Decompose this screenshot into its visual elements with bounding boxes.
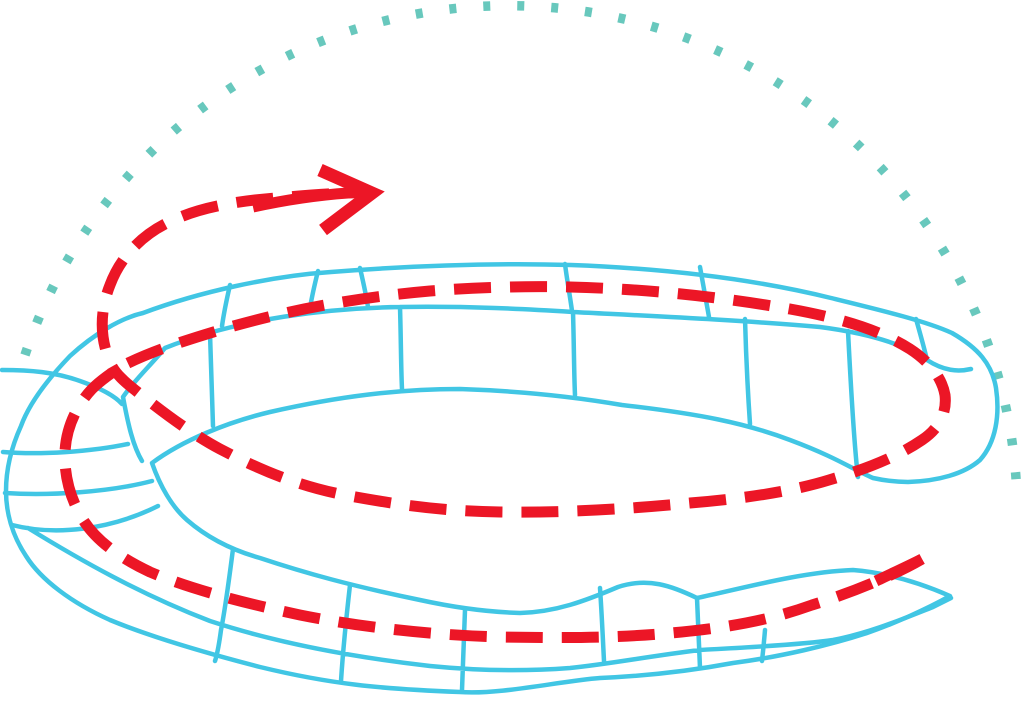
spiral-direction-arrow xyxy=(59,164,951,644)
spiral-dashed-path xyxy=(59,186,951,644)
spiral-solid-start-segment xyxy=(873,554,925,586)
block-wall-silhouette xyxy=(3,262,1000,695)
snow-block-wall xyxy=(0,261,1000,695)
arrowhead-icon xyxy=(317,164,385,236)
spiral-solid-end-segment xyxy=(251,186,369,213)
dome-profile-dotted-arc xyxy=(20,0,1022,498)
